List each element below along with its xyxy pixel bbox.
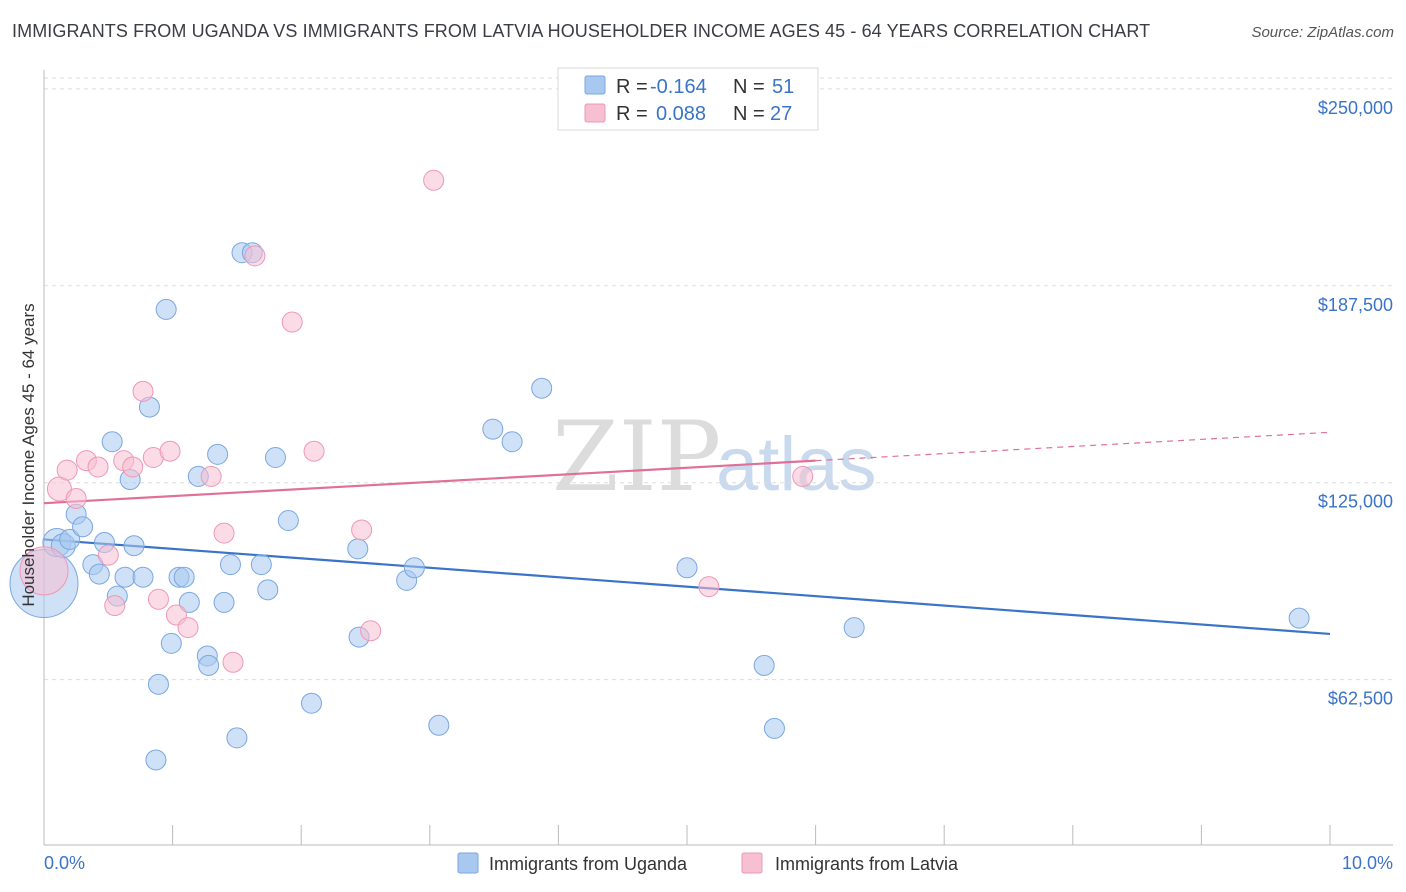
uganda-point-46 bbox=[753, 654, 775, 676]
uganda-point-32 bbox=[250, 554, 272, 576]
legend-n-value-uganda: 51 bbox=[772, 76, 794, 98]
bottom-legend-label-latvia: Immigrants from Latvia bbox=[775, 854, 959, 874]
latvia-point-9 bbox=[122, 456, 144, 478]
latvia-point-7 bbox=[104, 595, 126, 617]
uganda-point-36 bbox=[300, 692, 322, 714]
latvia-point-26 bbox=[792, 465, 814, 487]
x-tick-label-max: 10.0% bbox=[1342, 853, 1393, 873]
chart-source: Source: ZipAtlas.com bbox=[1251, 24, 1394, 41]
latvia-point-16 bbox=[200, 465, 222, 487]
uganda-point-17 bbox=[147, 673, 169, 695]
uganda-point-9 bbox=[101, 431, 123, 453]
legend-r-label-latvia: R = bbox=[616, 103, 648, 125]
uganda-point-22 bbox=[178, 591, 200, 613]
y-tick-labels: $62,500 $125,000 $187,500 $250,000 bbox=[1318, 98, 1393, 709]
y-tick-label-3: $250,000 bbox=[1318, 98, 1393, 118]
uganda-point-44 bbox=[531, 377, 553, 399]
uganda-point-48 bbox=[843, 617, 865, 639]
latvia-point-12 bbox=[147, 588, 169, 610]
y-tick-label-0: $62,500 bbox=[1328, 689, 1393, 709]
uganda-point-26 bbox=[207, 443, 229, 465]
uganda-point-13 bbox=[123, 535, 145, 557]
uganda-point-28 bbox=[219, 554, 241, 576]
latvia-point-10 bbox=[132, 380, 154, 402]
uganda-point-49 bbox=[1288, 607, 1310, 629]
y-axis-title: Householder Income Ages 45 - 64 years bbox=[19, 303, 38, 606]
uganda-trend-line bbox=[43, 538, 1331, 636]
uganda-point-35 bbox=[277, 510, 299, 532]
latvia-trend-line-extension bbox=[815, 431, 1331, 462]
axes bbox=[43, 70, 1393, 846]
uganda-point-19 bbox=[160, 632, 182, 654]
uganda-point-43 bbox=[501, 431, 523, 453]
uganda-point-18 bbox=[155, 298, 177, 320]
legend-swatch-uganda bbox=[584, 75, 606, 95]
latvia-point-0 bbox=[19, 546, 69, 596]
latvia-point-18 bbox=[222, 651, 244, 673]
uganda-point-21 bbox=[173, 566, 195, 588]
legend-n-label-uganda: N = bbox=[733, 76, 765, 98]
legend-r-label-uganda: R = bbox=[616, 76, 648, 98]
bottom-legend-swatch-uganda bbox=[457, 852, 479, 874]
legend-r-value-latvia: 0.088 bbox=[656, 103, 706, 125]
correlation-legend: R = -0.164 N = 51 R = 0.088 N = 27 bbox=[557, 67, 819, 131]
latvia-point-20 bbox=[281, 311, 303, 333]
uganda-point-29 bbox=[226, 727, 248, 749]
y-tick-label-1: $125,000 bbox=[1318, 492, 1393, 512]
zipatlas-watermark: ZIP atlas bbox=[552, 401, 877, 513]
uganda-point-42 bbox=[482, 418, 504, 440]
legend-r-value-uganda: -0.164 bbox=[650, 76, 707, 98]
y-tick-label-2: $187,500 bbox=[1318, 295, 1393, 315]
series-legend: Immigrants from Uganda Immigrants from L… bbox=[457, 852, 959, 874]
bottom-legend-label-uganda: Immigrants from Uganda bbox=[489, 854, 688, 874]
uganda-point-3 bbox=[59, 528, 81, 550]
uganda-point-5 bbox=[72, 516, 94, 538]
uganda-point-11 bbox=[114, 566, 136, 588]
uganda-point-27 bbox=[213, 591, 235, 613]
legend-swatch-latvia bbox=[584, 103, 606, 123]
x-tick-label-min: 0.0% bbox=[44, 853, 85, 873]
uganda-point-47 bbox=[763, 717, 785, 739]
latvia-point-24 bbox=[423, 169, 445, 191]
latvia-point-17 bbox=[213, 522, 235, 544]
latvia-point-3 bbox=[65, 487, 87, 509]
latvia-point-2 bbox=[56, 459, 78, 481]
uganda-point-40 bbox=[403, 557, 425, 579]
chart-title: IMMIGRANTS FROM UGANDA VS IMMIGRANTS FRO… bbox=[12, 21, 1151, 41]
legend-n-label-latvia: N = bbox=[733, 103, 765, 125]
watermark-zip: ZIP bbox=[552, 401, 721, 513]
data-points bbox=[9, 169, 1310, 771]
uganda-point-34 bbox=[264, 447, 286, 468]
uganda-point-33 bbox=[257, 579, 279, 601]
latvia-point-19 bbox=[244, 245, 266, 267]
latvia-point-6 bbox=[97, 544, 119, 566]
uganda-point-16 bbox=[145, 749, 167, 771]
uganda-point-41 bbox=[428, 714, 450, 736]
uganda-point-45 bbox=[676, 557, 698, 579]
bottom-legend-swatch-latvia bbox=[741, 852, 763, 874]
latvia-trend-line bbox=[43, 459, 816, 505]
uganda-point-14 bbox=[132, 566, 154, 588]
latvia-point-13 bbox=[159, 440, 181, 462]
latvia-point-21 bbox=[303, 440, 325, 462]
latvia-point-15 bbox=[177, 617, 199, 639]
uganda-point-25 bbox=[198, 654, 220, 676]
legend-n-value-latvia: 27 bbox=[770, 103, 792, 125]
latvia-point-22 bbox=[351, 519, 373, 541]
uganda-point-37 bbox=[347, 538, 369, 560]
latvia-point-25 bbox=[698, 576, 720, 598]
latvia-point-23 bbox=[360, 620, 382, 642]
uganda-point-7 bbox=[88, 563, 110, 585]
latvia-point-5 bbox=[87, 456, 109, 478]
